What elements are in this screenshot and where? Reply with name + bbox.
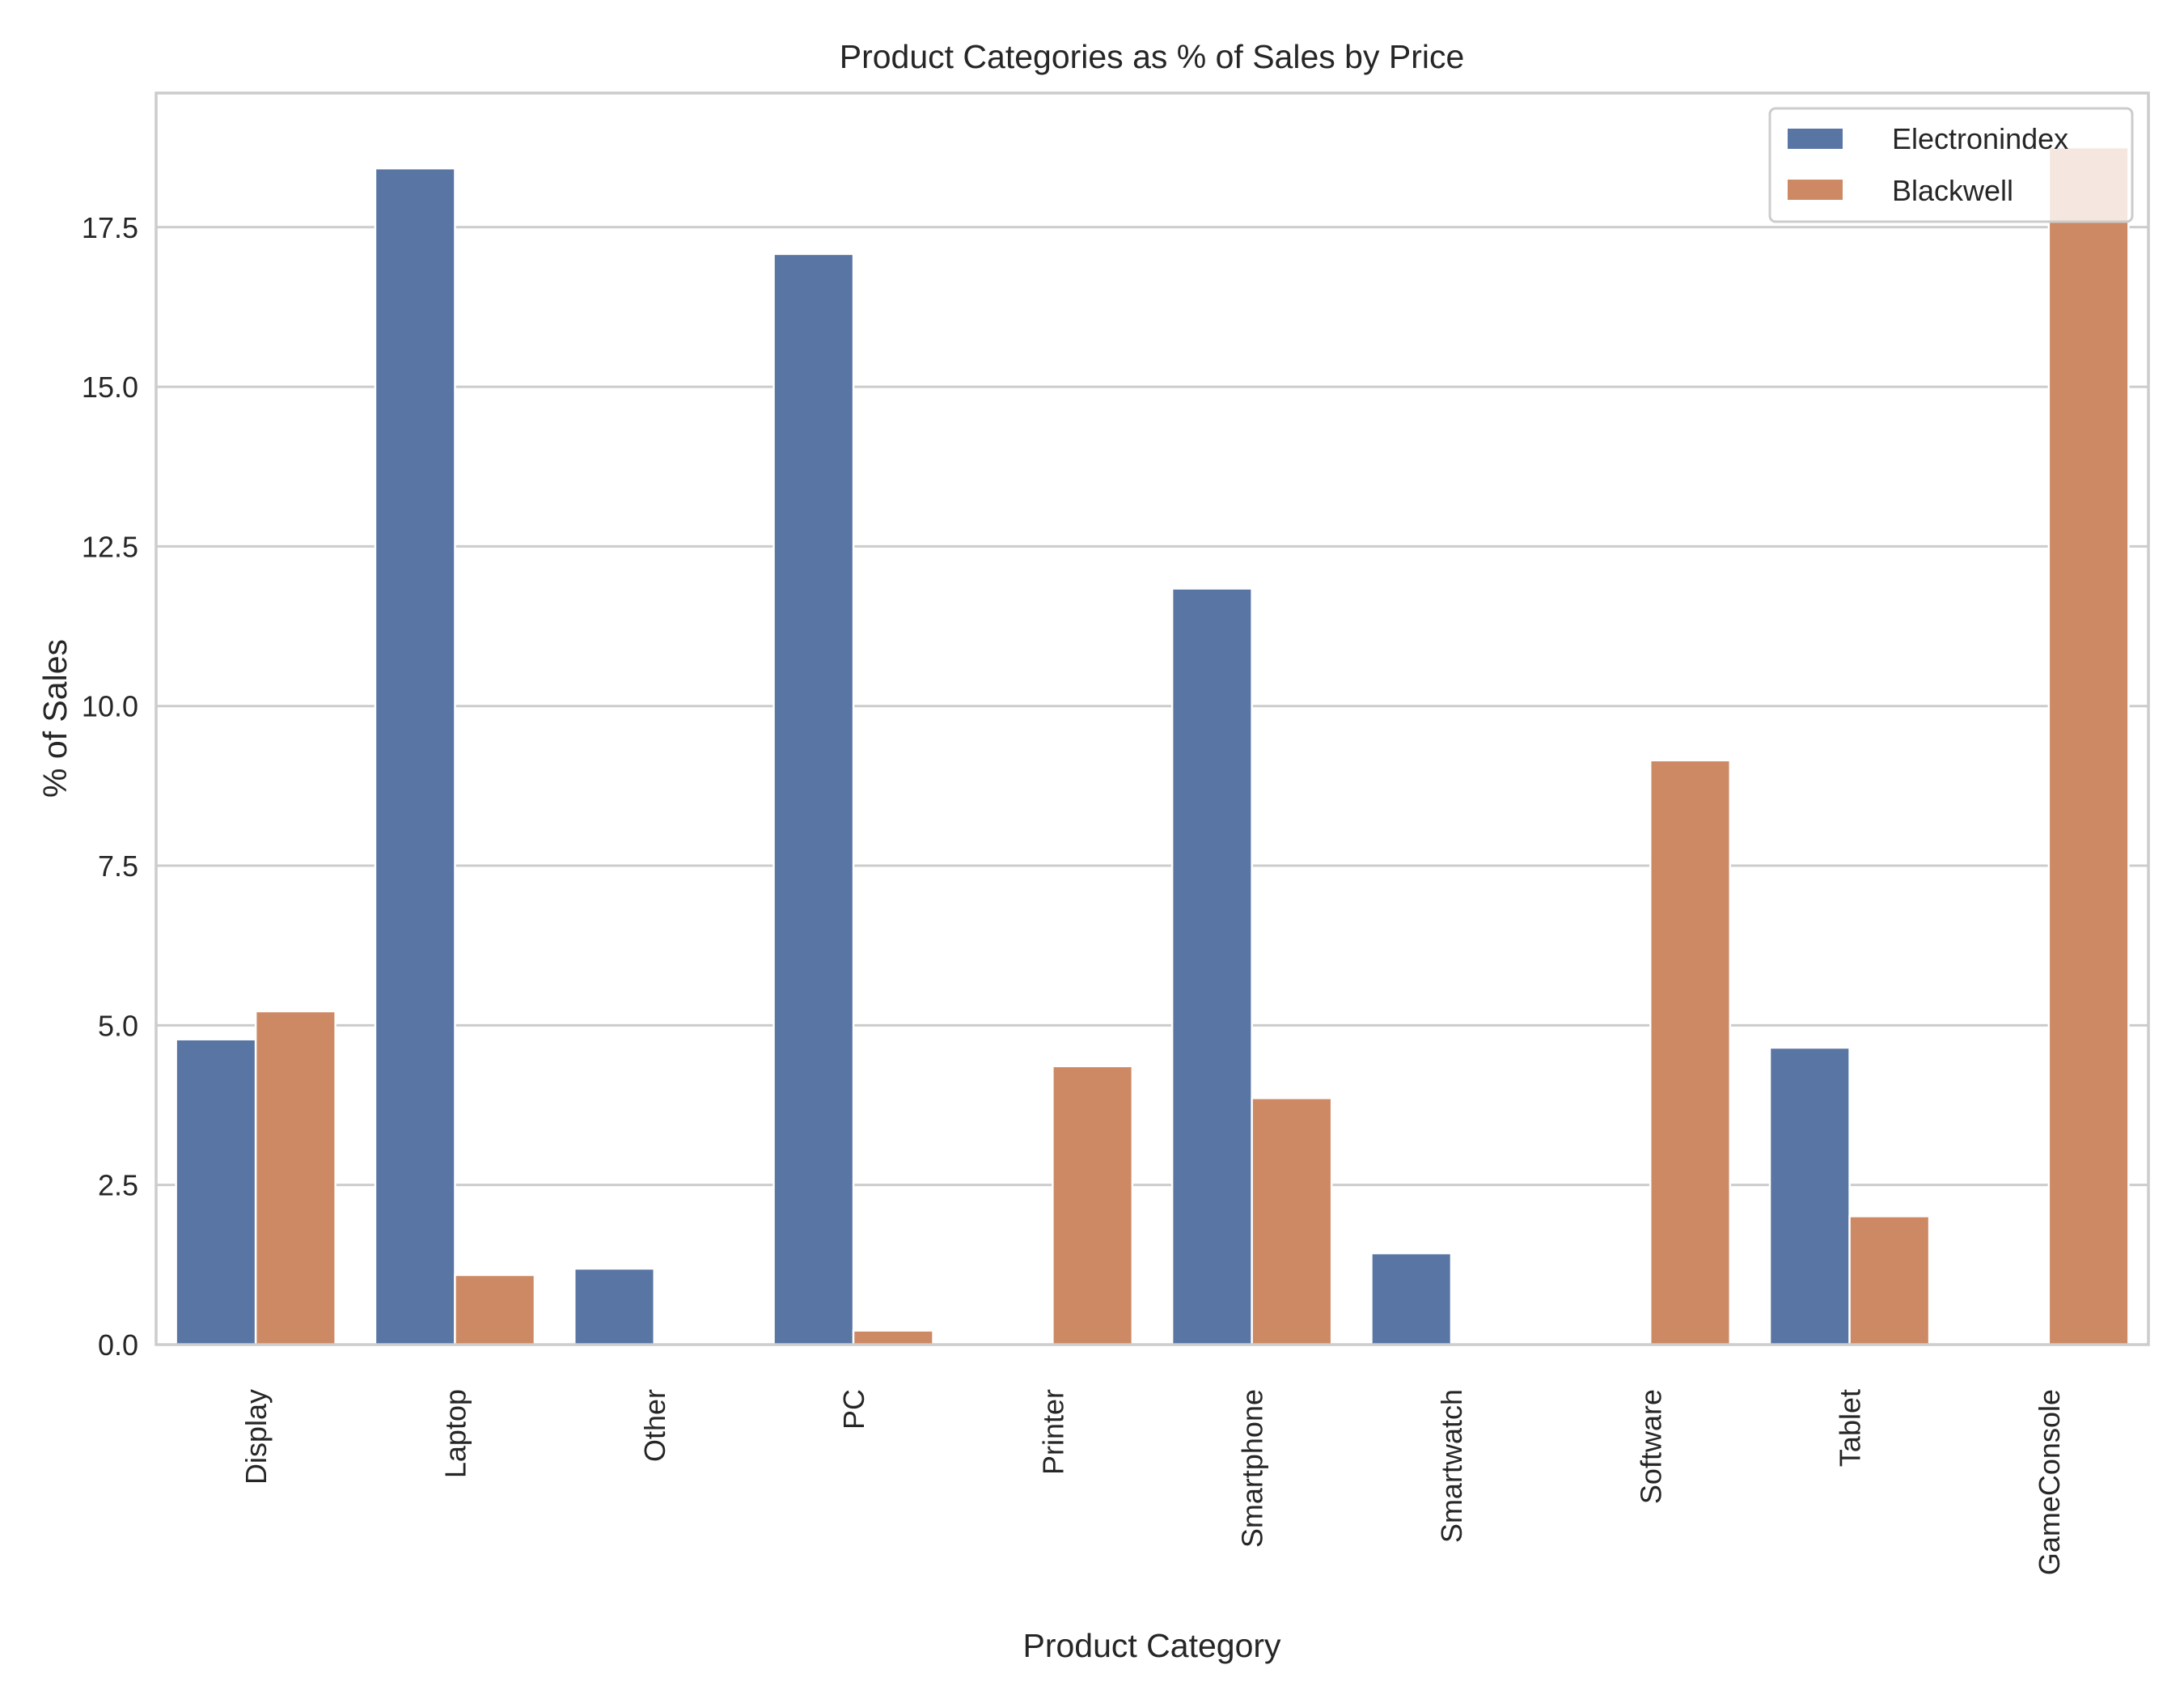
y-tick-label: 5.0: [98, 1009, 138, 1042]
x-tick-label-pc: PC: [837, 1389, 870, 1430]
x-tick-labels: Display Laptop Other PC Printer Smartphone Sma…: [239, 1389, 2066, 1575]
chart-title: Product Categories as % of Sales by Pric…: [840, 38, 1465, 75]
bar-electronindex-smartphone: [1170, 587, 1253, 1346]
bar-blackwell-pc: [852, 1329, 934, 1346]
bar-blackwell-display: [254, 1010, 336, 1346]
y-tick-label: 7.5: [98, 849, 138, 883]
legend-swatch-electronindex: [1788, 129, 1843, 149]
x-tick-label-other: Other: [638, 1389, 671, 1462]
x-tick-label-gameconsole: GameConsole: [2033, 1389, 2066, 1575]
bar-electronindex-display: [175, 1038, 257, 1346]
legend-label-blackwell: Blackwell: [1892, 174, 2013, 207]
legend-swatch-blackwell: [1788, 180, 1843, 200]
bar-electronindex-laptop: [374, 167, 456, 1346]
x-tick-label-tablet: Tablet: [1834, 1389, 1867, 1467]
bar-blackwell-gameconsole: [2047, 146, 2130, 1346]
y-tick-label: 15.0: [82, 371, 138, 404]
bar-electronindex-tablet: [1768, 1046, 1851, 1346]
y-tick-label: 17.5: [82, 211, 138, 244]
legend: Electronindex Blackwell: [1768, 107, 2134, 223]
y-tick-label: 2.5: [98, 1169, 138, 1202]
y-axis-label: % of Sales: [36, 639, 74, 798]
gridlines: [156, 226, 2148, 1346]
bar-electronindex-other: [573, 1267, 655, 1346]
bar-electronindex-smartwatch: [1370, 1252, 1453, 1346]
bar-blackwell-smartphone: [1251, 1097, 1333, 1346]
x-axis-label: Product Category: [1022, 1627, 1281, 1664]
bar-blackwell-software: [1649, 759, 1732, 1346]
y-tick-labels: 0.0 2.5 5.0 7.5 10.0 12.5 15.0 17.5: [82, 211, 138, 1362]
bars: [175, 146, 2130, 1346]
x-tick-label-software: Software: [1634, 1389, 1667, 1504]
x-tick-label-smartwatch: Smartwatch: [1435, 1389, 1468, 1543]
bar-blackwell-printer: [1052, 1065, 1134, 1346]
y-tick-label: 12.5: [82, 530, 138, 563]
x-tick-label-laptop: Laptop: [438, 1389, 472, 1478]
legend-label-electronindex: Electronindex: [1892, 122, 2068, 155]
bar-blackwell-tablet: [1848, 1215, 1931, 1346]
x-tick-label-display: Display: [239, 1389, 273, 1485]
plot-frame: [154, 91, 2150, 1346]
y-tick-label: 0.0: [98, 1328, 138, 1362]
y-tick-label: 10.0: [82, 690, 138, 723]
x-tick-label-smartphone: Smartphone: [1236, 1389, 1269, 1548]
bar-electronindex-pc: [772, 252, 855, 1346]
x-tick-label-printer: Printer: [1036, 1389, 1069, 1475]
legend-box: [1768, 107, 2134, 223]
bar-blackwell-laptop: [454, 1273, 536, 1346]
